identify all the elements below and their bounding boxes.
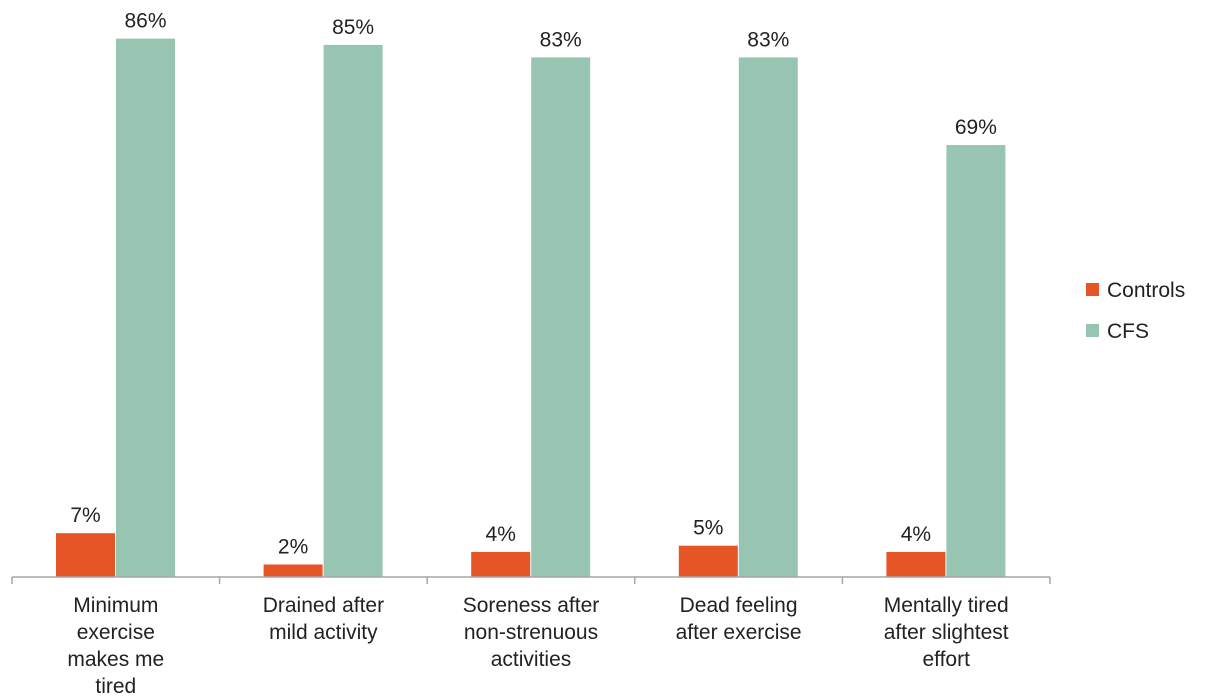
- bar-controls: [56, 533, 115, 577]
- legend-label-controls: Controls: [1107, 279, 1185, 302]
- bar-cfs: [946, 145, 1006, 577]
- value-label-controls: 2%: [278, 535, 308, 558]
- value-label-cfs: 69%: [955, 116, 997, 139]
- bar-controls: [678, 545, 738, 577]
- legend-label-cfs: CFS: [1107, 320, 1149, 343]
- value-label-controls: 4%: [486, 523, 516, 546]
- value-label-cfs: 86%: [124, 10, 166, 33]
- value-label-controls: 4%: [901, 523, 931, 546]
- category-label: Soreness after non-strenuous activities: [463, 594, 600, 671]
- bars-group: [56, 38, 1006, 578]
- bar-cfs: [738, 57, 798, 578]
- value-labels-group: 7% 86% 2% 85% 4% 83% 5% 83% 4% 69%: [70, 10, 997, 559]
- legend-swatch-controls: [1086, 283, 1099, 296]
- legend: Controls CFS: [1086, 279, 1185, 343]
- category-label: Dead feeling after exercise: [676, 594, 802, 644]
- bar-controls: [886, 551, 946, 577]
- category-label: Minimum exercise makes me tired: [67, 594, 164, 698]
- bar-cfs: [531, 57, 591, 578]
- bar-cfs: [116, 38, 175, 577]
- value-label-cfs: 83%: [747, 28, 789, 51]
- x-axis: [11, 576, 1051, 584]
- bar-controls: [471, 551, 531, 577]
- category-label: Drained after mild activity: [263, 594, 384, 644]
- category-label: Mentally tired after slightest effort: [884, 594, 1009, 671]
- value-label-cfs: 85%: [332, 16, 374, 39]
- bar-cfs: [323, 44, 383, 577]
- category-labels-group: Minimum exercise makes me tired Drained afte…: [67, 594, 1008, 698]
- bar-controls: [263, 564, 323, 577]
- value-label-cfs: 83%: [540, 28, 582, 51]
- value-label-controls: 7%: [70, 504, 100, 527]
- legend-swatch-cfs: [1086, 324, 1099, 337]
- value-label-controls: 5%: [693, 517, 723, 540]
